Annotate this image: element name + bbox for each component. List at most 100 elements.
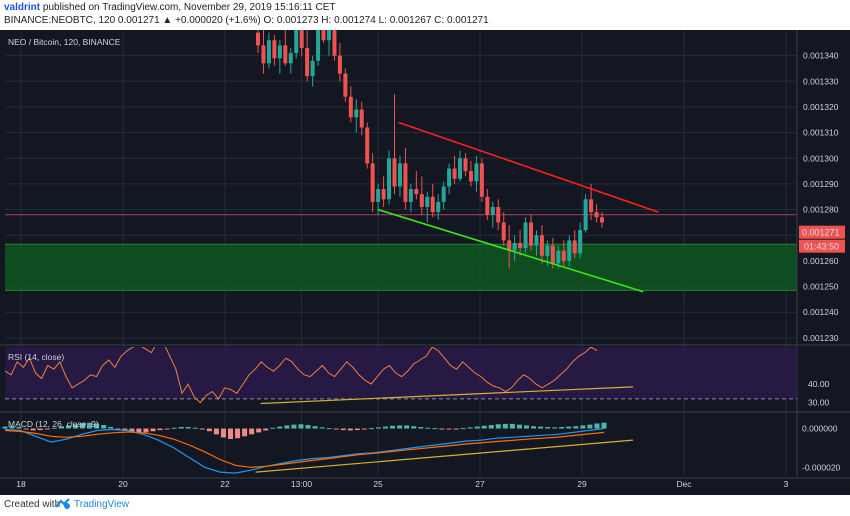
macd-histogram-bar: [481, 425, 487, 429]
rsi-trendline: [260, 386, 634, 405]
candle-body: [458, 158, 463, 179]
macd-histogram-bar: [319, 427, 325, 429]
candle-body: [589, 199, 594, 213]
rsi-title: RSI (14, close): [8, 352, 64, 362]
macd-histogram-bar: [220, 428, 226, 438]
macd-histogram-bar: [397, 425, 403, 429]
macd-histogram-bar: [390, 425, 396, 429]
tradingview-brand[interactable]: TradingView: [74, 499, 130, 510]
macd-histogram-bar: [418, 426, 424, 429]
macd-tick-label: 0.000000: [802, 424, 838, 434]
candle-body: [348, 96, 353, 118]
candle-body: [392, 158, 397, 187]
macd-histogram-bar: [87, 422, 93, 429]
price-tick-label: 0.001280: [803, 205, 839, 215]
candle-body: [507, 240, 512, 251]
macd-histogram-bar: [80, 423, 86, 429]
candle-body: [288, 53, 293, 64]
rsi-tick-label: 40.00: [808, 379, 830, 389]
candle-body: [556, 250, 561, 264]
macd-histogram-bar: [37, 428, 43, 431]
macd-histogram-bar: [94, 423, 100, 429]
macd-histogram-bar: [16, 426, 22, 429]
candle-body: [561, 250, 566, 261]
macd-histogram-bar: [277, 426, 283, 429]
macd-line: [4, 427, 605, 474]
macd-histogram-bar: [178, 426, 184, 429]
candle-body: [474, 163, 479, 182]
candle-body: [277, 45, 282, 59]
macd-histogram-bar: [502, 423, 508, 429]
macd-histogram-bar: [199, 428, 205, 430]
candle-body: [468, 171, 473, 182]
macd-histogram-bar: [72, 424, 78, 429]
candle-body: [381, 189, 386, 200]
candle-body: [501, 222, 506, 241]
macd-tick-label: -0.000020: [802, 462, 841, 472]
macd-title: MACD (12, 26, close, 9): [8, 419, 99, 429]
publish-line: valdrint published on TradingView.com, N…: [4, 2, 336, 13]
macd-histogram-bar: [474, 426, 480, 429]
time-tick-label: 29: [577, 479, 587, 489]
macd-histogram-bar: [488, 425, 494, 429]
price-tick-label: 0.001240: [803, 307, 839, 317]
candle-body: [518, 242, 523, 249]
macd-trendline: [255, 439, 634, 473]
candle-body: [452, 168, 457, 179]
candle-body: [534, 235, 539, 246]
macd-histogram-bar: [439, 428, 445, 430]
candle-body: [387, 158, 392, 200]
macd-histogram-bar: [30, 428, 36, 431]
macd-histogram-bar: [333, 428, 339, 430]
candle-body: [572, 240, 577, 254]
macd-histogram-bar: [164, 428, 170, 430]
time-tick-label: 27: [475, 479, 485, 489]
chart-canvas[interactable]: 0.001340 0.001330 0.001320 0.001310 0.001300…: [0, 30, 850, 495]
candle-body: [512, 242, 517, 251]
macd-histogram-bar: [467, 427, 473, 429]
candle-body: [332, 30, 337, 56]
candle-body: [376, 189, 381, 202]
time-tick-label: 22: [220, 479, 230, 489]
candle-body: [441, 186, 446, 202]
price-tick-label: 0.001230: [803, 333, 839, 343]
candle-body: [567, 240, 572, 261]
price-tick-label: 0.001300: [803, 153, 839, 163]
macd-histogram-bar: [432, 428, 438, 430]
macd-histogram-bar: [587, 424, 593, 429]
signal-line: [4, 429, 605, 468]
tradingview-logo-icon: [55, 498, 70, 509]
time-tick-label: 20: [118, 479, 128, 489]
price-tick-label: 0.001320: [803, 102, 839, 112]
candles-group: [256, 30, 604, 269]
macd-histogram-bar: [573, 426, 579, 429]
candle-body: [463, 158, 468, 172]
macd-histogram-bar: [594, 423, 600, 429]
candle-body: [550, 245, 555, 264]
candle-body: [529, 222, 534, 246]
macd-histogram-bar: [361, 428, 367, 430]
candle-body: [578, 230, 583, 254]
time-tick-label: 13:00: [291, 479, 313, 489]
macd-histogram-bar: [235, 428, 241, 439]
macd-histogram-bar: [51, 427, 57, 429]
macd-histogram-bar: [545, 426, 551, 429]
macd-histogram-bar: [375, 427, 381, 429]
macd-histogram-bar: [538, 426, 544, 429]
support-trendline: [377, 208, 644, 293]
candle-body: [545, 245, 550, 256]
candle-body: [397, 163, 402, 187]
macd-histogram-bar: [495, 424, 501, 429]
macd-histogram-bar: [228, 428, 234, 439]
footer: Created with TradingView: [0, 495, 850, 516]
time-tick-label: 25: [373, 479, 383, 489]
macd-histogram-bar: [291, 424, 297, 429]
macd-histogram-bar: [580, 425, 586, 429]
candle-body: [490, 207, 495, 215]
author-name[interactable]: valdrint: [4, 2, 41, 13]
candle-body: [430, 196, 435, 213]
candle-body: [354, 109, 359, 118]
macd-histogram-bar: [150, 428, 156, 432]
macd-histogram-bar: [65, 425, 71, 429]
resistance-trendline: [398, 121, 659, 213]
